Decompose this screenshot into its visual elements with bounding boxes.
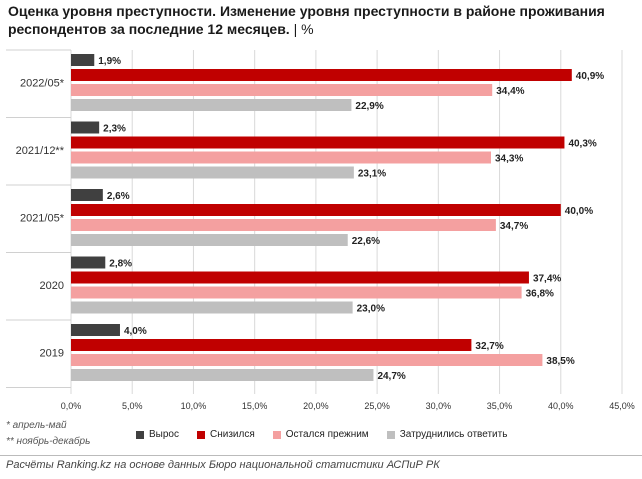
x-tick-label: 0,0%	[61, 401, 82, 411]
bar	[71, 301, 353, 314]
bar	[71, 204, 561, 216]
data-label: 34,4%	[496, 86, 524, 97]
category-label: 2021/12**	[16, 145, 65, 157]
chart-legend: Вырос Снизился Остался прежним Затруднил…	[136, 429, 507, 440]
x-tick-label: 30,0%	[426, 401, 452, 411]
data-label: 37,4%	[533, 274, 561, 285]
bar	[71, 324, 120, 336]
bar	[71, 256, 106, 269]
data-label: 40,3%	[568, 139, 596, 150]
legend-item-unchanged: Остался прежним	[272, 429, 369, 440]
bar	[71, 286, 522, 299]
footnote-april-may: * апрель-май	[6, 420, 67, 431]
x-tick-label: 15,0%	[242, 401, 268, 411]
bar	[71, 84, 493, 96]
data-label: 2,8%	[109, 259, 132, 270]
x-tick-label: 10,0%	[181, 401, 207, 411]
bar	[71, 99, 352, 111]
bar	[71, 354, 543, 366]
data-label: 22,9%	[355, 101, 383, 112]
bar	[71, 189, 103, 201]
data-label: 2,6%	[107, 191, 130, 202]
bar	[71, 369, 374, 381]
bar	[71, 219, 496, 231]
legend-swatch-undecided	[386, 430, 395, 439]
chart-title: Оценка уровня преступности. Изменение ур…	[8, 2, 628, 38]
bar	[71, 121, 100, 134]
data-label: 38,5%	[546, 356, 574, 367]
bar	[71, 136, 565, 149]
bar	[71, 271, 529, 284]
x-tick-label: 5,0%	[122, 401, 143, 411]
legend-label-grew: Вырос	[149, 429, 179, 440]
bar	[71, 151, 491, 164]
source-note: Расчёты Ranking.kz на основе данных Бюро…	[6, 459, 440, 471]
bar	[71, 339, 472, 351]
data-label: 40,0%	[565, 206, 593, 217]
category-label: 2020	[40, 280, 64, 292]
x-tick-label: 20,0%	[303, 401, 329, 411]
legend-swatch-unchanged	[272, 430, 281, 439]
data-label: 34,3%	[495, 154, 523, 165]
data-label: 2,3%	[103, 124, 126, 135]
legend-item-undecided: Затруднились ответить	[386, 429, 508, 440]
x-tick-label: 45,0%	[609, 401, 635, 411]
footnotes: * апрель-май ** ноябрь-декабрь	[6, 418, 90, 450]
data-label: 4,0%	[124, 326, 147, 337]
data-label: 24,7%	[377, 371, 405, 382]
legend-label-unchanged: Остался прежним	[285, 429, 369, 440]
x-tick-label: 35,0%	[487, 401, 513, 411]
title-unit: %	[301, 21, 314, 37]
bar	[71, 166, 354, 179]
data-label: 22,6%	[352, 236, 380, 247]
chart-title-text: Оценка уровня преступности. Изменение ур…	[8, 3, 605, 37]
title-separator: |	[293, 21, 298, 37]
category-label: 2021/05*	[20, 213, 65, 225]
legend-swatch-grew	[136, 430, 144, 439]
x-tick-label: 25,0%	[364, 401, 390, 411]
legend-item-grew: Вырос	[136, 429, 179, 440]
footnote-nov-dec: ** ноябрь-декабрь	[6, 436, 91, 447]
legend-item-decreased: Снизился	[196, 429, 255, 440]
data-label: 32,7%	[475, 341, 503, 352]
category-label: 2019	[40, 348, 64, 360]
bar	[71, 234, 348, 246]
data-label: 40,9%	[576, 71, 604, 82]
legend-label-decreased: Снизился	[209, 429, 255, 440]
data-label: 23,1%	[358, 169, 386, 180]
bar	[71, 69, 572, 81]
footer-divider	[0, 455, 642, 456]
legend-swatch-decreased	[196, 430, 205, 439]
data-label: 34,7%	[500, 221, 528, 232]
legend-label-undecided: Затруднились ответить	[399, 429, 508, 440]
x-tick-label: 40,0%	[548, 401, 574, 411]
data-label: 1,9%	[98, 56, 121, 67]
category-label: 2022/05*	[20, 78, 65, 90]
data-label: 36,8%	[526, 289, 554, 300]
bar	[71, 54, 95, 66]
data-label: 23,0%	[357, 304, 385, 315]
